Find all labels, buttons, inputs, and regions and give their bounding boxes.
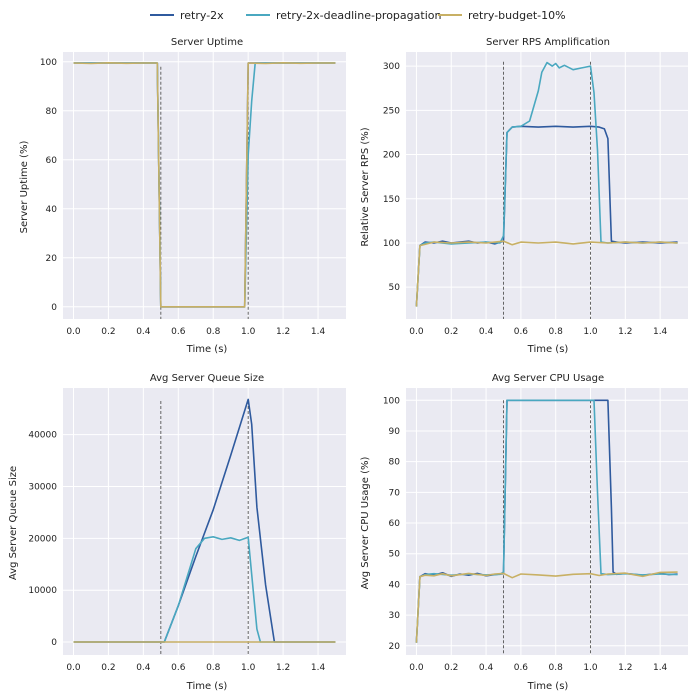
y-tick-label: 90 [389,427,401,437]
x-tick-label: 1.2 [618,663,632,673]
panel-avg-server-cpu-usage: 0.0 0.2 0.4 0.6 0.8 1.0 1.2 1.4 20 30 40 50 60 70 80 90… [360,373,688,692]
x-tick-label: 0.6 [514,327,529,337]
series-line-retry-budget-10 [415,571,678,643]
x-tick-label: 1.2 [618,327,632,337]
y-tick-label: 40 [389,580,401,590]
x-tick-label: 1.4 [653,663,668,673]
y-axis-label: Server Uptime (%) [19,141,30,234]
y-tick-label: 80 [389,458,401,468]
panel-server-uptime: 0.0 0.2 0.4 0.6 0.8 1.0 1.2 1.4 0 20 40 60 80 100 Ser… [19,37,346,355]
y-axis-label: Avg Server CPU Usage (%) [360,456,371,589]
plot-background [63,388,346,655]
y-tick-label: 300 [383,62,400,72]
x-tick-label: 0.2 [101,327,115,337]
x-tick-label: 0.2 [444,327,458,337]
y-tick-label: 200 [383,151,400,161]
x-tick-label: 0.6 [171,663,186,673]
y-tick-label: 0 [51,638,57,648]
x-tick-label: 1.4 [311,327,326,337]
plot-background [406,388,688,655]
x-axis-label: Time (s) [186,344,228,355]
y-tick-label: 40000 [28,431,57,441]
x-tick-label: 0.8 [549,327,564,337]
chart-title: Server RPS Amplification [486,37,610,48]
x-tick-label: 0.6 [514,663,529,673]
plot-area: 0.0 0.2 0.4 0.6 0.8 1.0 1.2 1.4 0 10000 20000 30000… [28,388,346,673]
y-tick-label: 20 [46,254,58,264]
x-tick-label: 0.2 [444,663,458,673]
x-tick-label: 1.0 [241,663,256,673]
y-tick-label: 150 [383,195,400,205]
x-tick-label: 1.4 [653,327,668,337]
y-tick-label: 10000 [28,586,57,596]
plot-area: 0.0 0.2 0.4 0.6 0.8 1.0 1.2 1.4 50 100 150 200 250 30… [383,52,688,337]
y-tick-label: 50 [389,283,401,293]
y-axis-label: Relative Server RPS (%) [360,127,371,246]
legend-label-retry-2x: retry-2x [180,9,224,22]
y-tick-label: 20 [389,642,401,652]
y-tick-label: 50 [389,550,401,560]
legend: retry-2x retry-2x-deadline-propagation r… [150,9,566,22]
plot-area: 0.0 0.2 0.4 0.6 0.8 1.0 1.2 1.4 0 20 40 60 80 100 [40,52,346,337]
plot-background [406,52,688,319]
y-tick-label: 250 [383,106,400,116]
x-tick-label: 0.8 [206,663,221,673]
x-tick-label: 1.2 [276,327,290,337]
x-tick-label: 1.2 [276,663,290,673]
series-line-retry-2x-deadline-propagation [73,535,336,643]
x-axis-label: Time (s) [527,681,569,692]
x-tick-label: 0.0 [66,663,81,673]
x-tick-label: 0.4 [136,663,151,673]
panel-server-rps-amplification: 0.0 0.2 0.4 0.6 0.8 1.0 1.2 1.4 50 100 150 200 250 30… [360,37,688,355]
series-line-retry-budget-10 [415,240,678,307]
x-tick-label: 0.0 [409,327,424,337]
y-tick-label: 30000 [28,483,57,493]
x-axis-label: Time (s) [527,344,569,355]
x-tick-label: 1.0 [241,327,256,337]
x-tick-label: 0.4 [479,663,494,673]
y-tick-label: 20000 [28,534,57,544]
y-tick-label: 100 [383,239,400,249]
y-tick-label: 70 [389,488,401,498]
chart-title: Avg Server Queue Size [150,373,264,384]
y-tick-label: 80 [46,107,58,117]
y-tick-label: 60 [389,519,401,529]
x-tick-label: 0.8 [549,663,564,673]
plot-area: 0.0 0.2 0.4 0.6 0.8 1.0 1.2 1.4 20 30 40 50 60 70 80 90… [383,388,688,673]
y-tick-label: 100 [383,396,400,406]
y-tick-label: 60 [46,156,58,166]
y-axis-label: Avg Server Queue Size [8,466,19,580]
x-tick-label: 0.4 [136,327,151,337]
legend-label-retry-2x-deadline-propagation: retry-2x-deadline-propagation [276,9,441,22]
chart-title: Server Uptime [171,37,243,48]
x-axis-label: Time (s) [186,681,228,692]
y-tick-label: 40 [46,205,58,215]
x-tick-label: 0.0 [66,327,81,337]
plot-background [63,52,346,319]
y-tick-label: 0 [51,303,57,313]
y-tick-label: 100 [40,58,57,68]
x-tick-label: 0.4 [479,327,494,337]
x-tick-label: 1.0 [583,663,598,673]
legend-label-retry-budget-10: retry-budget-10% [468,9,566,22]
series-line-retry-budget-10 [73,61,336,308]
x-tick-label: 1.0 [583,327,598,337]
x-tick-label: 0.2 [101,663,115,673]
x-tick-label: 0.8 [206,327,221,337]
x-tick-label: 1.4 [311,663,326,673]
y-tick-label: 30 [389,611,401,621]
x-tick-label: 0.0 [409,663,424,673]
x-tick-label: 0.6 [171,327,186,337]
chart-title: Avg Server CPU Usage [492,373,604,384]
panel-avg-server-queue-size: 0.0 0.2 0.4 0.6 0.8 1.0 1.2 1.4 0 10000 20000 30000… [8,373,346,692]
